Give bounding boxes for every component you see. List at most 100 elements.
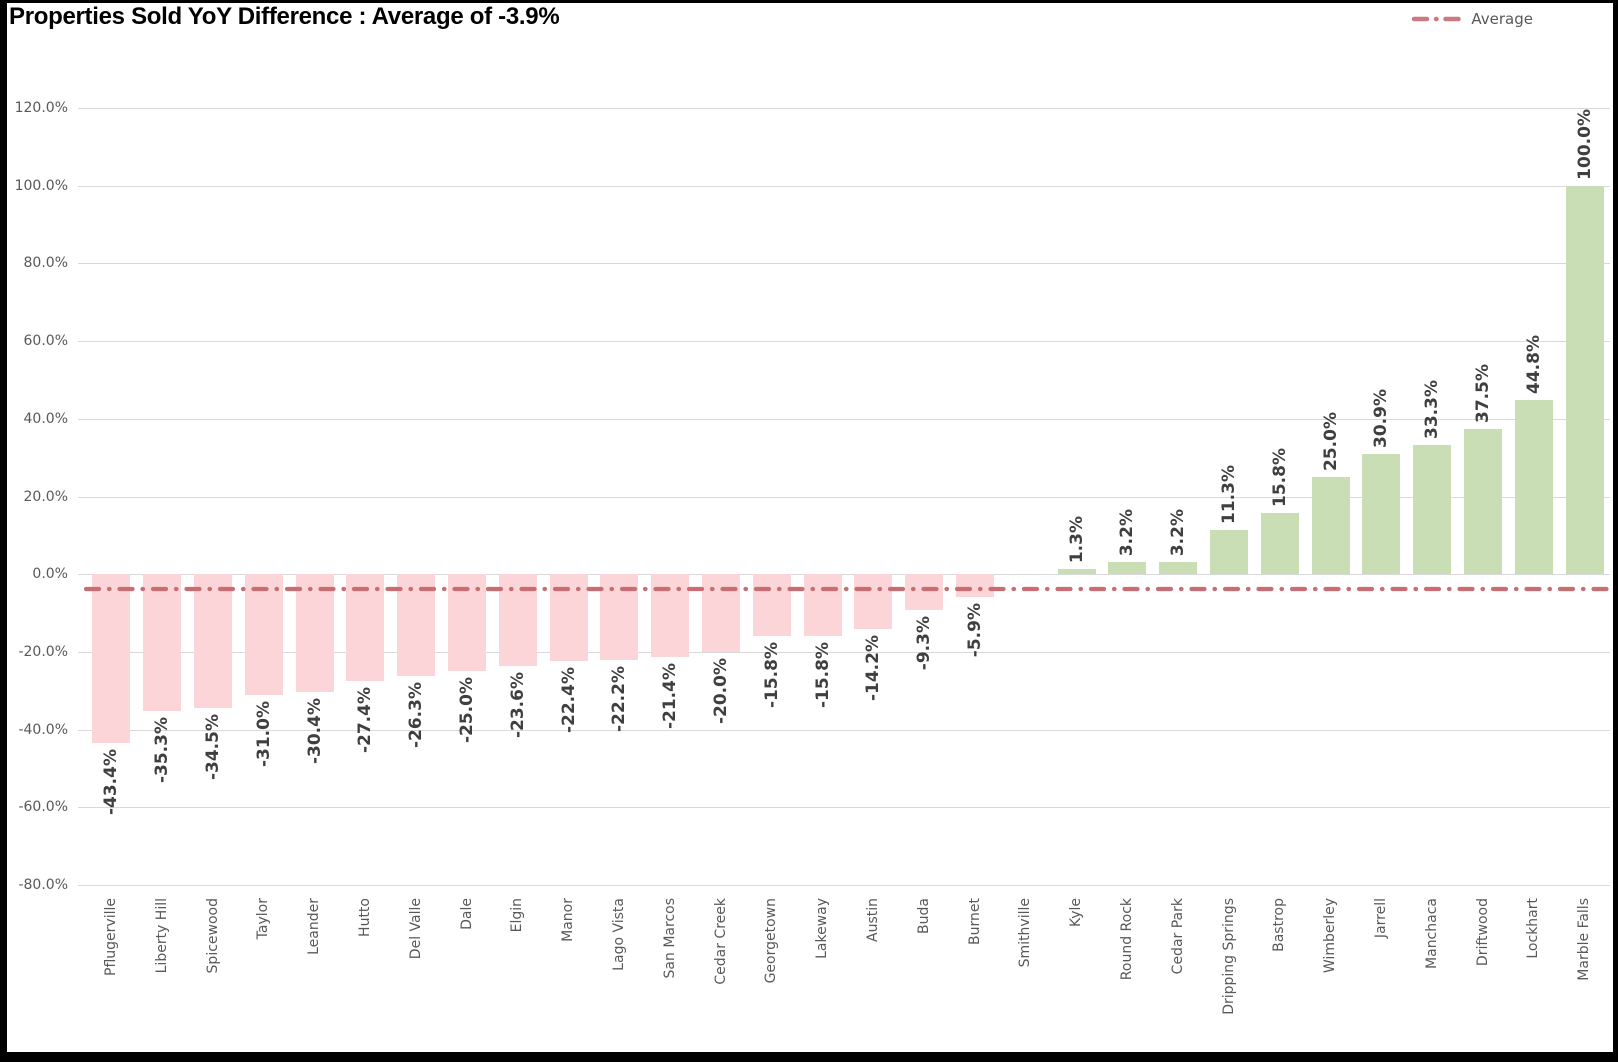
bar-value-label: -5.9% (965, 603, 985, 658)
bar (1362, 454, 1401, 575)
grid-line (78, 885, 1610, 886)
bar-value-label: -34.5% (203, 714, 223, 781)
category-label: Lakeway (814, 898, 831, 959)
legend: Average (1412, 10, 1533, 28)
bar (1311, 477, 1350, 575)
bar (1108, 561, 1147, 575)
average-line (83, 587, 1613, 592)
bar (244, 574, 283, 695)
bar-value-label: -15.8% (812, 641, 833, 708)
bar-value-label: 33.3% (1422, 379, 1443, 439)
y-tick-label: 60.0% (23, 333, 68, 350)
category-label: Marble Falls (1576, 898, 1593, 981)
category-label: Buda (915, 898, 932, 934)
grid-line (78, 263, 1610, 265)
category-label: Kyle (1068, 898, 1085, 927)
category-label: Dale (458, 898, 475, 930)
category-label: Elgin (509, 898, 526, 933)
bar-value-label: 30.9% (1371, 389, 1392, 449)
category-label: Dripping Springs (1220, 898, 1237, 1015)
bar-value-label: -35.3% (152, 717, 173, 784)
bar-value-label: 15.8% (1269, 447, 1290, 507)
bar (143, 574, 182, 712)
y-tick-label: 0.0% (32, 566, 68, 583)
bar (1514, 400, 1553, 575)
y-tick-label: 80.0% (23, 255, 68, 272)
category-label: Leander (306, 898, 323, 955)
bar (92, 574, 131, 743)
bar-value-label: 11.3% (1219, 465, 1239, 525)
bar-value-label: -15.8% (761, 641, 782, 708)
category-label: Pflugerville (102, 898, 119, 976)
bar (905, 574, 944, 611)
bar (1210, 530, 1248, 575)
y-tick-label: 100.0% (14, 177, 68, 194)
category-label: Liberty Hill (153, 898, 170, 974)
plot-area: -43.4% Pflugerville -35.3% Liberty Hill -34.… (78, 108, 1613, 1015)
bar-value-label: -25.0% (457, 677, 477, 744)
category-label: Manor (560, 898, 577, 942)
grid-line (78, 496, 1610, 498)
category-label: Bastrop (1271, 898, 1288, 952)
category-label: Georgetown (763, 898, 780, 984)
category-label: Lockhart (1525, 898, 1542, 959)
category-label: Driftwood (1474, 898, 1491, 967)
grid-line (78, 651, 1610, 653)
category-label: Austin (864, 898, 881, 942)
category-label: Jarrell (1372, 898, 1389, 939)
bar (702, 574, 740, 652)
bar (194, 574, 232, 709)
bar-value-label: -22.4% (558, 667, 579, 734)
bar (1260, 512, 1299, 575)
grid-line (78, 185, 1610, 187)
bar (1159, 561, 1198, 575)
y-tick-label: -20.0% (18, 643, 68, 660)
category-label: Burnet (966, 898, 983, 945)
bar-value-label: -26.3% (406, 682, 427, 749)
category-label: Hutto (356, 898, 373, 937)
bar-value-label: 1.3% (1066, 516, 1087, 564)
grid-line (78, 574, 1610, 576)
bar-value-label: -14.2% (863, 635, 884, 702)
bar-value-label: -43.4% (101, 748, 122, 815)
y-tick-label: -80.0% (18, 877, 68, 893)
category-label: Cedar Park (1169, 898, 1186, 975)
bar (1565, 185, 1604, 575)
category-label: Wimberley (1322, 898, 1339, 974)
bar (346, 574, 385, 681)
category-label: Cedar Creek (712, 898, 729, 985)
category-label: Smithville (1017, 898, 1034, 968)
bar-value-label: -21.4% (660, 663, 681, 730)
category-label: Manchaca (1423, 898, 1440, 969)
bar (295, 574, 334, 693)
y-tick-label: -40.0% (18, 721, 68, 738)
bar-value-label: -22.2% (609, 666, 630, 733)
category-label: Spicewood (204, 898, 221, 974)
category-label: Taylor (255, 898, 272, 940)
grid-line (78, 807, 1610, 809)
legend-label: Average (1471, 10, 1533, 28)
y-tick-label: 40.0% (23, 410, 68, 427)
bar-value-label: -31.0% (253, 700, 274, 767)
bar-value-label: -27.4% (355, 686, 376, 753)
y-tick-label: 120.0% (14, 100, 68, 116)
grid-line (78, 341, 1610, 343)
bar-value-label: 44.8% (1523, 335, 1544, 395)
category-label: San Marcos (661, 898, 678, 979)
bar-value-label: -30.4% (304, 698, 325, 765)
bar-value-label: 3.2% (1117, 508, 1138, 556)
grid-line (78, 108, 1610, 109)
y-tick-label: 20.0% (23, 488, 68, 505)
bar-value-label: 25.0% (1320, 412, 1341, 472)
grid-line (78, 418, 1610, 420)
bar-value-label: -20.0% (711, 657, 731, 724)
y-tick-label: -60.0% (18, 799, 68, 816)
bar (752, 574, 791, 636)
bar (1057, 569, 1096, 575)
bar-value-label: 37.5% (1473, 363, 1493, 423)
bar (803, 574, 842, 636)
chart-title: Properties Sold YoY Difference : Average… (9, 3, 560, 30)
bar-value-label: 100.0% (1574, 108, 1595, 180)
bar-value-label: -23.6% (507, 671, 528, 738)
